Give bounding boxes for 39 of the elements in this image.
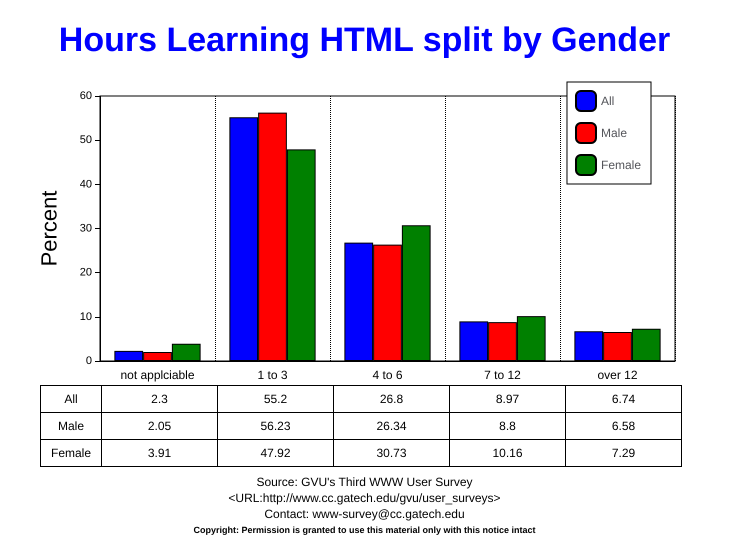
y-tick-label: 40 [80, 178, 92, 190]
y-tick-label: 50 [80, 134, 92, 146]
legend-label: Female [600, 158, 642, 172]
chart-title: Hours Learning HTML split by Gender [58, 21, 670, 59]
text: Female [50, 446, 91, 460]
data-label: 8.97 [450, 386, 566, 412]
data-label: 3.91 [102, 440, 218, 466]
data-label: 26.8 [334, 386, 450, 412]
source-note: Source: GVU's Third WWW User Survey [255, 474, 474, 490]
legend-label: Male [600, 126, 628, 140]
y-tick-label: 10 [80, 310, 92, 323]
data-label: 8.8 [450, 412, 566, 440]
data-label: 6.58 [566, 412, 682, 440]
text: <URL:http://www.cc.gatech.edu/gvu/user_surveys> [227, 490, 502, 506]
data-label: 2.3 [102, 386, 218, 412]
y-axis-title: Percent [36, 190, 62, 266]
data-label: 7.29 [566, 440, 682, 466]
y-tick-label: 20 [80, 266, 92, 279]
y-tick-label: 0 [86, 355, 92, 367]
text: Copyright: Permission is granted to use this material only with this notice intact [192, 524, 537, 537]
legend-label: All [600, 94, 614, 108]
data-label: 55.2 [218, 386, 334, 412]
data-label: 47.92 [218, 440, 334, 466]
x-tick-label: 7 to 12 [484, 368, 522, 382]
data-label: 26.34 [334, 412, 450, 440]
data-label: 2.05 [102, 412, 218, 440]
data-label: 6.74 [566, 386, 682, 412]
x-tick-label: 1 to 3 [257, 368, 288, 382]
x-tick-label: 4 to 6 [372, 368, 403, 382]
data-label: 10.16 [450, 440, 566, 466]
text: Contact: www-survey@cc.gatech.edu [263, 506, 466, 522]
x-tick-label: over 12 [597, 368, 638, 382]
text: Male [58, 419, 84, 433]
y-tick-label: 60 [80, 90, 92, 102]
y-tick-label: 30 [80, 222, 92, 234]
text: All [64, 392, 78, 406]
data-label: 30.73 [334, 440, 450, 466]
x-tick-label: not applciable [120, 368, 195, 382]
data-label: 56.23 [218, 412, 334, 440]
